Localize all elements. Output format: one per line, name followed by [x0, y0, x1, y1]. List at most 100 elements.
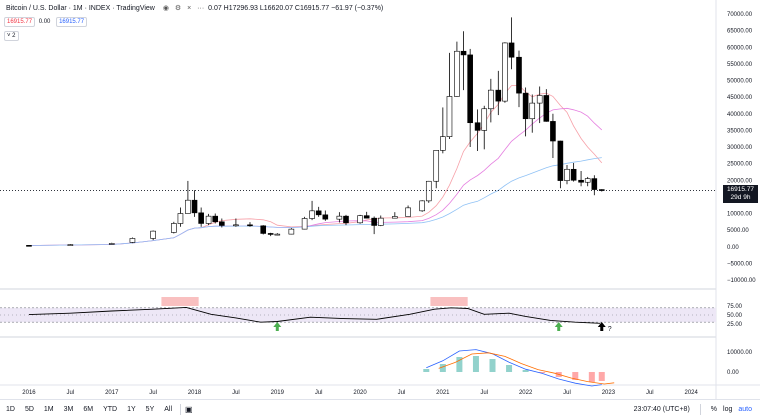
candle-body [260, 225, 267, 234]
candle-body [233, 224, 239, 227]
candle-body [557, 140, 564, 181]
price-axis-label: 70000.00 [727, 12, 753, 18]
question-mark-label: ? [608, 326, 612, 333]
close-icon[interactable]: × [187, 5, 192, 12]
time-axis-label: 2021 [436, 390, 450, 396]
rsi-line [28, 306, 601, 324]
candle-body [343, 215, 349, 224]
countdown-label: 29d 9h [730, 194, 751, 201]
candle-body [446, 96, 453, 137]
macd-axis-label: 0.00 [727, 370, 739, 376]
candle-body [502, 42, 508, 102]
current-arrow-icon [597, 322, 606, 331]
macd-histogram-bar [598, 372, 605, 381]
candle-body [584, 178, 591, 183]
ma-value-blue: 16915.77 [56, 17, 88, 27]
macd-histogram-bar [456, 357, 463, 372]
candle-body [363, 215, 370, 219]
macd-histogram-bar [439, 364, 446, 372]
candle-body [488, 89, 494, 110]
candle-body [267, 233, 274, 235]
price-axis-label: 0.00 [727, 245, 739, 251]
collapse-legend[interactable]: ˅ 2 [4, 31, 21, 41]
clock[interactable]: 23:07:40 (UTC+8) [633, 406, 690, 413]
macd-histogram-bar [506, 365, 513, 372]
date-range-icon[interactable]: ▣ [185, 405, 193, 414]
candle-body [371, 217, 377, 226]
settings-icon[interactable]: ⚙ [174, 5, 182, 12]
percent-toggle[interactable]: % [710, 406, 718, 413]
price-axis-label: 30000.00 [727, 145, 753, 151]
macd-histogram-bar [588, 372, 595, 382]
candle-body [309, 210, 315, 219]
rsi-axis-label: 50.00 [727, 313, 743, 319]
range-3m[interactable]: 3M [63, 406, 74, 413]
time-axis-label: Jul [315, 390, 323, 396]
log-toggle[interactable]: log [723, 406, 733, 413]
bottom-toolbar: 1D 5D 1M 3M 6M YTD 1Y 5Y All ▣ 23:07:40 … [0, 399, 760, 419]
time-axis-label: Jul [67, 390, 75, 396]
range-6m[interactable]: 6M [83, 406, 94, 413]
candle-body [467, 54, 473, 124]
macd-histogram-bar [572, 372, 579, 380]
candle-body [150, 230, 156, 239]
candle-body [543, 95, 550, 122]
time-axis-label: Jul [398, 390, 406, 396]
macd-histogram-bar [489, 359, 496, 372]
range-1y[interactable]: 1Y [127, 406, 136, 413]
time-axis-label: 2023 [602, 390, 616, 396]
divider [699, 404, 701, 415]
auto-toggle[interactable]: auto [738, 406, 752, 413]
macd-axis-label: 10000.00 [727, 350, 753, 356]
candle-body [405, 207, 411, 217]
candle-body [598, 189, 605, 191]
range-ytd[interactable]: YTD [103, 406, 118, 413]
time-axis-label: Jul [480, 390, 488, 396]
rsi-axis-label: 25.00 [727, 322, 743, 328]
time-axis-label: 2016 [22, 390, 36, 396]
macd-line [426, 349, 602, 387]
range-1m[interactable]: 1M [43, 406, 54, 413]
candle-body [425, 180, 432, 202]
range-5y[interactable]: 5Y [145, 406, 155, 413]
candle-body [171, 223, 177, 233]
time-axis-label: 2024 [684, 390, 698, 396]
candle-body [481, 108, 488, 131]
symbol-title[interactable]: Bitcoin / U.S. Dollar · 1M · INDEX · Tra… [4, 3, 157, 14]
rsi-axis-label: 75.00 [727, 304, 743, 310]
candle-body [536, 95, 543, 104]
candle-body [578, 179, 584, 183]
ma-value-red: 16915.77 [4, 17, 36, 27]
ma-line-blue [28, 157, 602, 246]
current-price-label: 16915.77 [726, 186, 755, 193]
time-axis-label: Jul [149, 390, 157, 396]
more-icon[interactable]: ··· [197, 5, 205, 12]
collapse-toggle[interactable]: ˅ 2 [4, 31, 19, 41]
time-axis-label: Jul [646, 390, 654, 396]
candle-body [357, 215, 363, 224]
price-axis-label: 50000.00 [727, 79, 753, 85]
range-all[interactable]: All [164, 406, 173, 413]
candle-body [392, 216, 398, 219]
candle-body [288, 228, 295, 235]
eye-icon[interactable]: ◉ [162, 5, 169, 12]
candle-body [495, 89, 502, 102]
candle-body [460, 50, 467, 56]
candle-body [564, 168, 570, 181]
candle-body [440, 136, 446, 151]
buy-arrow-icon [554, 322, 563, 331]
candle-body [454, 50, 460, 97]
range-5d[interactable]: 5D [24, 406, 34, 413]
candle-body [508, 42, 515, 58]
range-1d[interactable]: 1D [6, 406, 15, 413]
macd-histogram-bar [539, 372, 546, 373]
candle-body [591, 178, 598, 190]
price-axis-label: 25000.00 [727, 162, 753, 168]
price-axis-label: 55000.00 [727, 62, 753, 68]
rsi-overbought-fill [161, 297, 199, 306]
candle-body [274, 233, 281, 236]
price-axis-label: 20000.00 [727, 178, 753, 184]
candle-body [336, 215, 343, 220]
